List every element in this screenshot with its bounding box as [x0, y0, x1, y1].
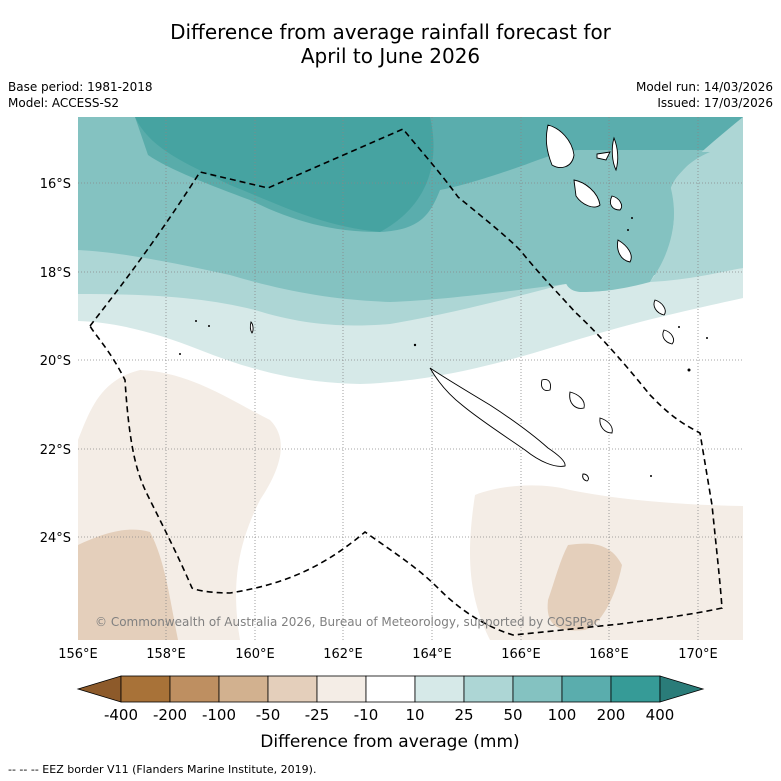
- dry-patch-west-inner: [78, 529, 178, 640]
- colorbar-segment: [218, 675, 269, 703]
- colorbar-tick-label: -25: [305, 706, 330, 724]
- chart-title-line2: April to June 2026: [300, 44, 481, 68]
- efate: [609, 195, 623, 211]
- colorbar-tick-label: -200: [153, 706, 187, 724]
- lat-tick-labels: 16°S 18°S 20°S 22°S 24°S: [40, 177, 71, 546]
- lon-tick: 168°E: [589, 647, 629, 662]
- lon-tick: 160°E: [235, 647, 275, 662]
- colorbar-segment: [414, 675, 465, 703]
- colorbar-segment: [463, 675, 514, 703]
- colorbar-extend-over: [659, 675, 705, 703]
- lon-tick: 166°E: [501, 647, 541, 662]
- colorbar-tick-label: -10: [354, 706, 379, 724]
- issued-date: Issued: 17/03/2026: [657, 96, 773, 110]
- band-50-100-right: [650, 117, 743, 282]
- chart-title-line1: Difference from average rainfall forecas…: [170, 20, 611, 44]
- colorbar-tick-label: 50: [503, 706, 522, 724]
- colorbar-tick-label: -50: [256, 706, 281, 724]
- colorbar-tick-label: 100: [548, 706, 577, 724]
- ouvea: [541, 379, 551, 391]
- lon-tick: 164°E: [412, 647, 452, 662]
- small-islets: [179, 217, 708, 477]
- colorbar-tick-label: 400: [646, 706, 675, 724]
- colorbar-label: Difference from average (mm): [260, 732, 519, 752]
- lon-tick: 156°E: [58, 647, 98, 662]
- colorbar-segment: [365, 675, 416, 703]
- colorbar-segment: [267, 675, 318, 703]
- lat-tick: 16°S: [40, 177, 71, 192]
- espiritu-santo: [545, 124, 575, 168]
- colorbar-segment: [316, 675, 367, 703]
- colorbar-tick-label: -100: [202, 706, 236, 724]
- mare: [599, 417, 613, 434]
- band-50-100-right-inner: [565, 150, 710, 292]
- pentecost: [611, 136, 619, 172]
- gridlines: [78, 117, 743, 640]
- lat-tick: 20°S: [40, 354, 71, 369]
- colorbar-segment: [610, 675, 661, 703]
- colorbar-tick-label: 10: [405, 706, 424, 724]
- colorbar-segment: [561, 675, 612, 703]
- aneityum: [662, 329, 675, 345]
- model-name: Model: ACCESS-S2: [8, 96, 120, 110]
- lon-tick: 162°E: [323, 647, 363, 662]
- eez-legend: -- -- -- EEZ border V11 (Flanders Marine…: [8, 763, 317, 776]
- dry-patch-east-inner: [547, 543, 622, 631]
- copyright-note: © Commonwealth of Australia 2026, Bureau…: [95, 615, 600, 629]
- colorbar-segment: [512, 675, 563, 703]
- colorbar-tick-label: 200: [597, 706, 626, 724]
- chesterfield: [249, 321, 254, 334]
- lat-tick: 22°S: [40, 443, 71, 458]
- lat-tick: 24°S: [40, 531, 71, 546]
- colorbar-extend-under: [76, 675, 122, 703]
- tanna: [653, 299, 666, 316]
- colorbar-ticks: -400 -200 -100 -50 -25 -10 10 25 50 100 200 400: [104, 706, 674, 724]
- colorbar-tick-label: -400: [104, 706, 138, 724]
- band-200-400: [135, 117, 434, 232]
- lon-tick-labels: 156°E 158°E 160°E 162°E 164°E 166°E 168°…: [58, 647, 718, 662]
- coastlines: [249, 124, 675, 482]
- colorbar-segment: [169, 675, 220, 703]
- map-area: © Commonwealth of Australia 2026, Bureau…: [78, 117, 743, 640]
- lon-tick: 158°E: [146, 647, 186, 662]
- lat-tick: 18°S: [40, 266, 71, 281]
- lon-tick: 170°E: [678, 647, 718, 662]
- erromango: [617, 239, 632, 263]
- eez-border: [89, 128, 723, 636]
- new-caledonia: [429, 367, 566, 467]
- malekula: [573, 179, 601, 208]
- ile-des-pins: [582, 473, 589, 482]
- model-run: Model run: 14/03/2026: [635, 80, 773, 94]
- colorbar-segment: [120, 675, 171, 703]
- base-period: Base period: 1981-2018: [8, 80, 153, 94]
- colorbar-tick-label: 25: [454, 706, 473, 724]
- lifou: [569, 391, 585, 409]
- colorbar: [76, 675, 705, 703]
- ambae: [596, 151, 611, 161]
